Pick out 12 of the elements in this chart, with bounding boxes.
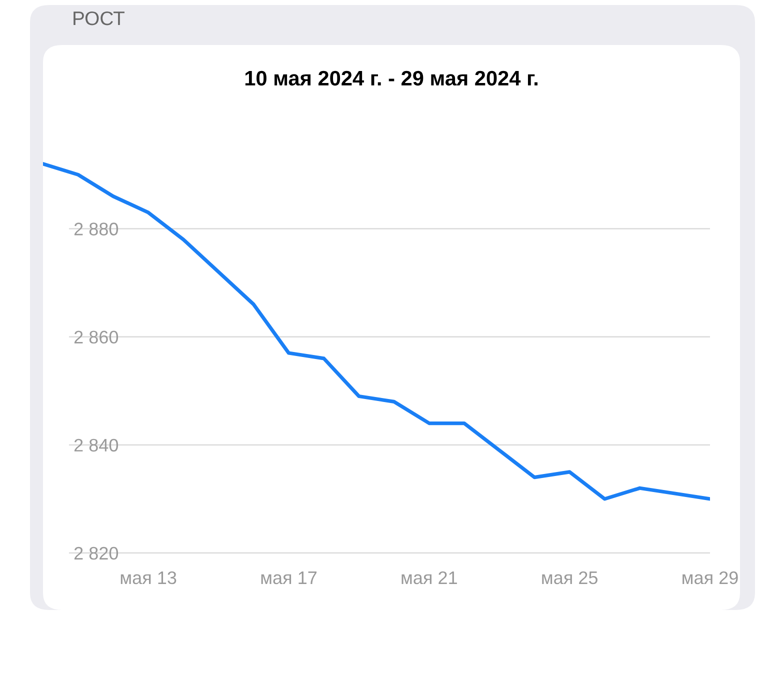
x-tick-label: мая 13 [120,571,176,584]
x-tick-label: мая 17 [261,572,316,584]
y-tick-label: 2 860 [74,330,118,344]
y-tick-label: 2 880 [74,222,118,236]
x-tick-label: мая 29 [682,571,738,584]
x-tick-label: мая 21 [402,571,457,584]
text: РОСТ [74,11,124,26]
text: 10 мая 2024 г. - 29 мая 2024 г. [245,70,538,86]
x-tick-label: мая 25 [542,571,598,584]
line-series [43,162,710,501]
y-tick-label: 2 840 [74,438,118,452]
y-tick-label: 2 820 [74,546,118,560]
